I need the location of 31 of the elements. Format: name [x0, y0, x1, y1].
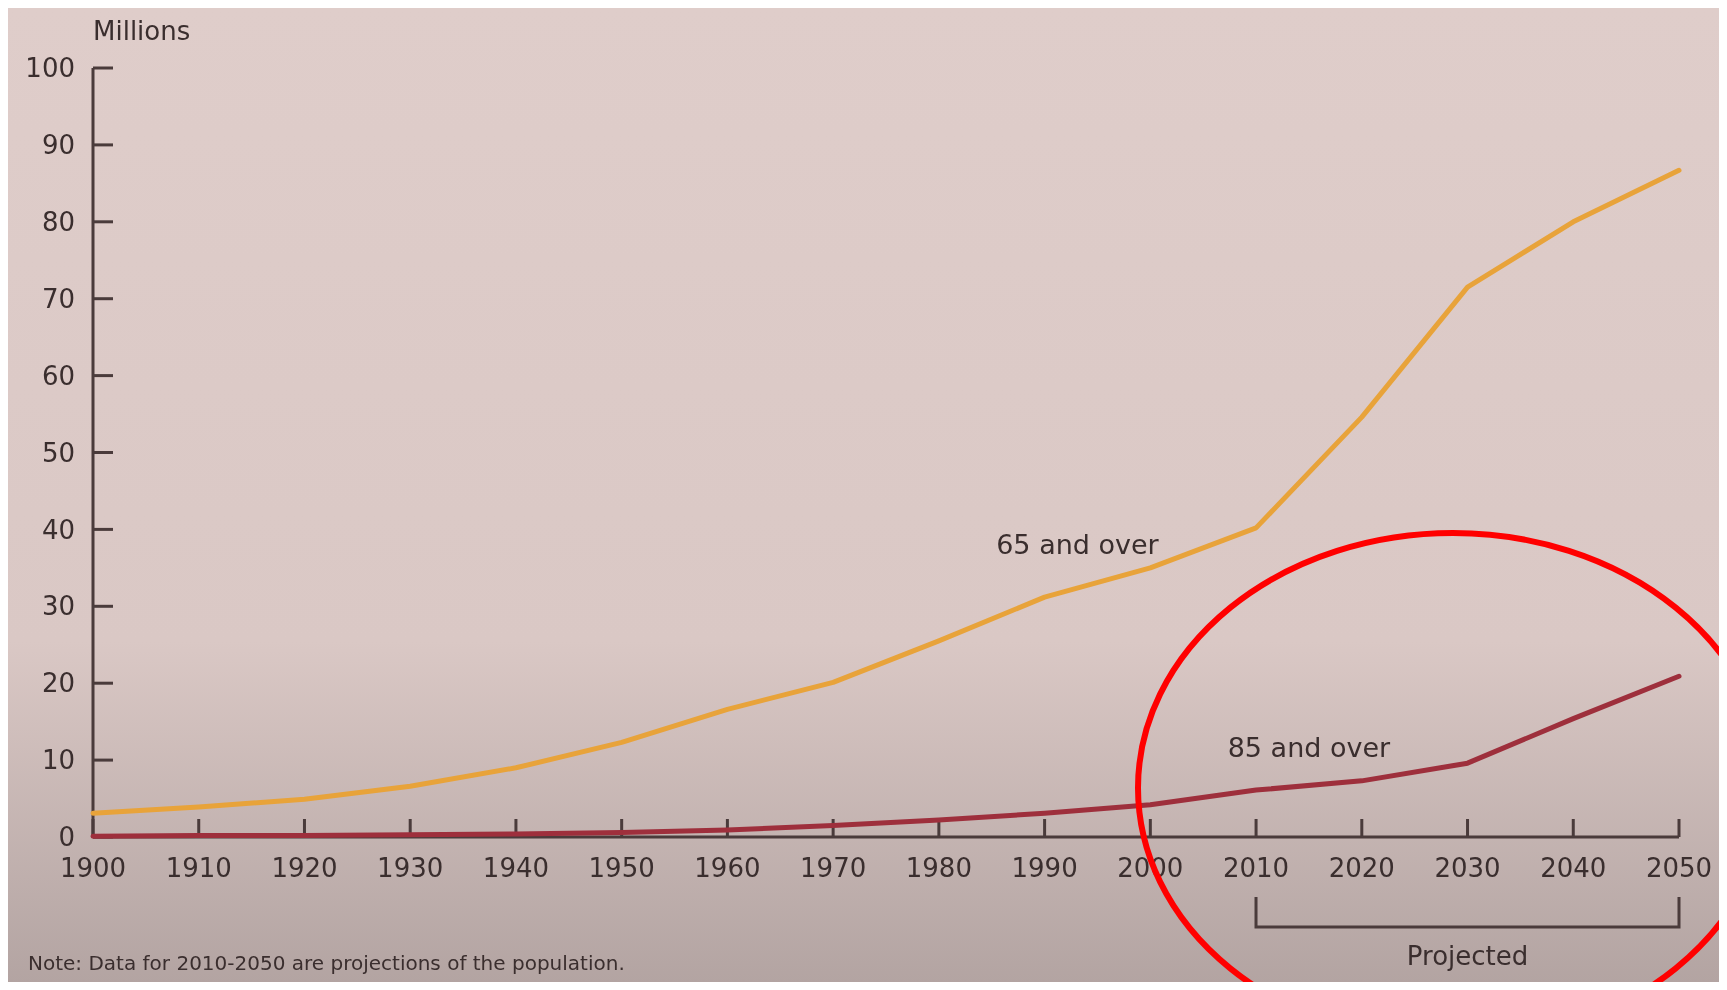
y-tick-label: 70 [41, 283, 75, 314]
y-tick-label: 50 [41, 437, 75, 468]
x-tick-label: 2030 [1434, 853, 1501, 883]
x-tick-label: 1960 [694, 853, 761, 883]
x-tick-label: 1900 [59, 853, 127, 883]
x-tick-label: 1980 [905, 853, 972, 883]
x-tick-label: 1950 [588, 853, 655, 883]
x-tick-label: 2020 [1328, 853, 1395, 883]
x-tick-label: 1920 [271, 853, 338, 883]
x-tick-label: 2040 [1540, 853, 1607, 883]
x-tick-label: 1970 [800, 853, 867, 883]
y-tick-label: 0 [58, 822, 75, 853]
y-axis-title: Millions [93, 16, 191, 46]
y-tick-label: 10 [41, 745, 75, 776]
y-tick-label: 90 [41, 130, 75, 160]
text: Note: Data for 2010-2050 are projections of the population. [28, 951, 625, 975]
y-tick-label: 100 [25, 53, 75, 84]
x-tick-label: 1940 [482, 853, 550, 883]
text: Projected [1406, 941, 1529, 971]
y-tick-label: 60 [41, 360, 75, 391]
y-tick-label: 40 [41, 514, 75, 545]
y-tick-label: 80 [41, 206, 75, 237]
y-tick-label: 20 [41, 668, 75, 699]
x-tick-label: 1910 [165, 853, 232, 883]
series-label: 65 and over [996, 529, 1160, 561]
x-tick-label: 1990 [1011, 853, 1078, 883]
x-tick-label: 2010 [1222, 853, 1290, 883]
x-tick-label: 2050 [1645, 853, 1713, 883]
y-tick-label: 30 [41, 591, 75, 622]
x-tick-label: 1930 [377, 853, 444, 883]
series-label: 85 and over [1227, 732, 1392, 764]
